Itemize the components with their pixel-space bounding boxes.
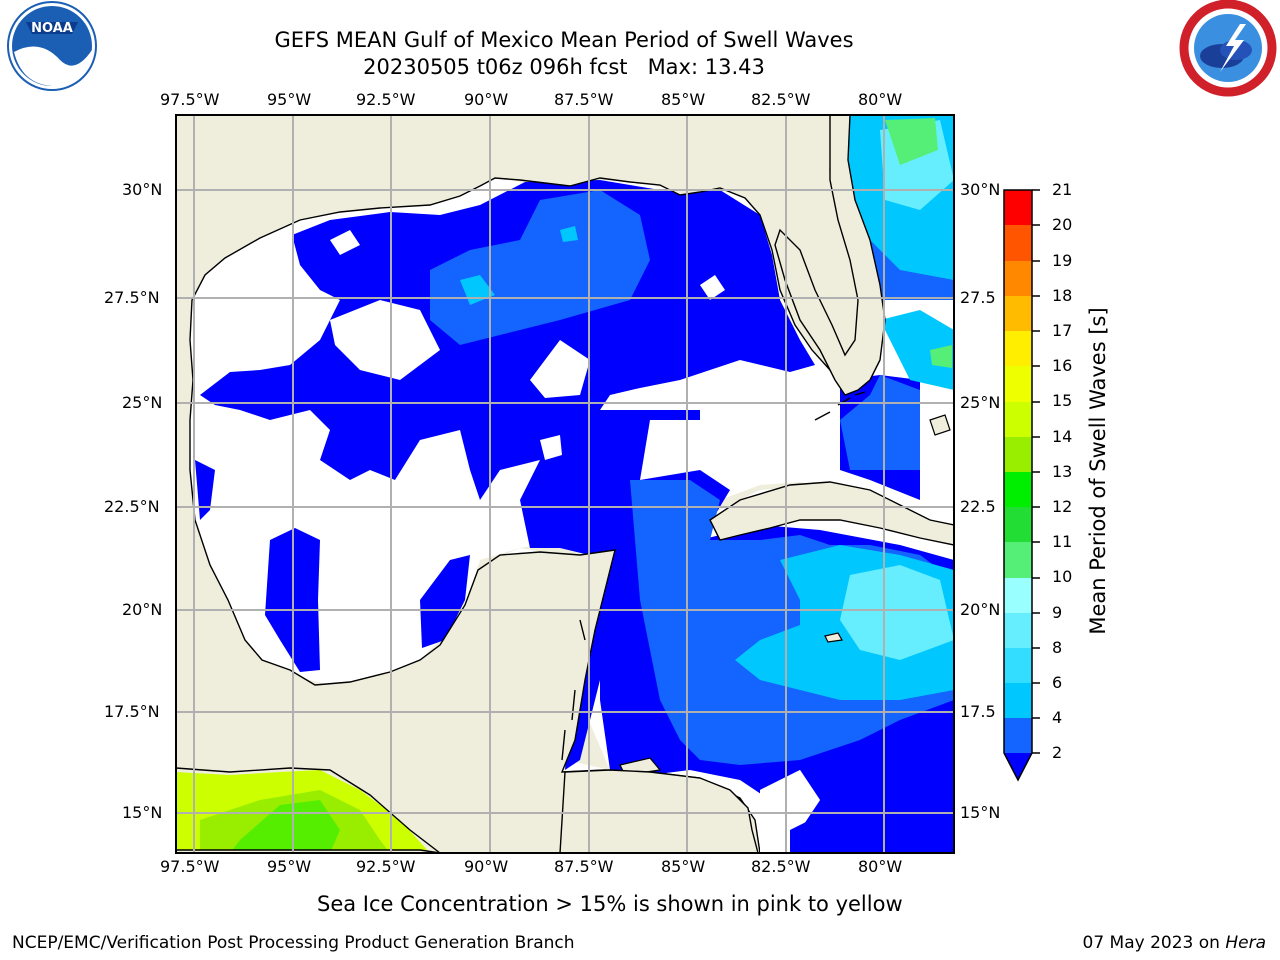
map-frame xyxy=(175,114,955,854)
footer-date: 07 May 2023 on Hera xyxy=(1083,933,1267,953)
swell-medium-blue xyxy=(430,190,650,345)
lon-tick-top: 92.5°W xyxy=(356,90,416,109)
lat-tick-right: 22.5 xyxy=(960,497,996,516)
sea-ice-note: Sea Ice Concentration > 15% is shown in … xyxy=(317,892,903,916)
colorbar-tick: 6 xyxy=(1052,673,1063,692)
colorbar-tick: 15 xyxy=(1052,391,1073,410)
lat-tick-right: 15°N xyxy=(960,803,1001,822)
colorbar-label: Mean Period of Swell Waves [s] xyxy=(1086,307,1110,635)
lon-tick-bottom: 82.5°W xyxy=(751,857,811,876)
lon-tick-bottom: 80°W xyxy=(858,857,903,876)
noaa-logo: NOAA xyxy=(2,0,102,96)
lon-tick-bottom: 95°W xyxy=(267,857,312,876)
chart-subtitle: 20230505 t06z 096h fcst Max: 13.43 xyxy=(363,55,765,79)
footer-machine: Hera xyxy=(1225,933,1266,953)
lat-tick-right: 25°N xyxy=(960,393,1001,412)
chart-title: GEFS MEAN Gulf of Mexico Mean Period of … xyxy=(274,28,854,52)
footer-credit: NCEP/EMC/Verification Post Processing Pr… xyxy=(12,933,575,953)
colorbar-tick: 14 xyxy=(1052,427,1073,446)
colorbar-tick: 12 xyxy=(1052,497,1073,516)
lat-tick-left: 17.5°N xyxy=(104,702,160,721)
colorbar-tick: 13 xyxy=(1052,462,1073,481)
colorbar-tick: 8 xyxy=(1052,638,1063,657)
colorbar-tick: 19 xyxy=(1052,251,1073,270)
lon-tick-top: 90°W xyxy=(464,90,509,109)
lat-tick-left: 30°N xyxy=(122,180,163,199)
colorbar-tick: 2 xyxy=(1052,743,1063,762)
colorbar xyxy=(1003,189,1040,782)
lat-tick-right: 20°N xyxy=(960,600,1001,619)
lat-tick-left: 22.5°N xyxy=(104,497,160,516)
lat-tick-left: 27.5°N xyxy=(104,288,160,307)
colorbar-tick: 18 xyxy=(1052,286,1073,305)
lat-tick-right: 30°N xyxy=(960,180,1001,199)
lat-tick-right: 17.5 xyxy=(960,702,996,721)
svg-text:NOAA: NOAA xyxy=(31,21,73,36)
colorbar-tick: 20 xyxy=(1052,215,1073,234)
colorbar-tick: 4 xyxy=(1052,708,1063,727)
lon-tick-top: 82.5°W xyxy=(751,90,811,109)
lon-tick-bottom: 85°W xyxy=(661,857,706,876)
lon-tick-top: 85°W xyxy=(661,90,706,109)
colorbar-tick: 9 xyxy=(1052,603,1063,622)
lat-tick-left: 20°N xyxy=(122,600,163,619)
lat-tick-right: 27.5 xyxy=(960,288,996,307)
lon-tick-bottom: 97.5°W xyxy=(160,857,220,876)
lon-tick-bottom: 90°W xyxy=(464,857,509,876)
lon-tick-top: 97.5°W xyxy=(160,90,220,109)
colorbar-tick: 21 xyxy=(1052,180,1073,199)
lat-tick-left: 25°N xyxy=(122,393,163,412)
lon-tick-top: 95°W xyxy=(267,90,312,109)
graticule xyxy=(176,115,954,853)
nws-logo xyxy=(1179,0,1277,97)
colorbar-tick: 17 xyxy=(1052,321,1073,340)
lon-tick-top: 87.5°W xyxy=(554,90,614,109)
colorbar-tick: 16 xyxy=(1052,356,1073,375)
footer-date-text: 07 May 2023 on xyxy=(1082,933,1226,953)
lat-tick-left: 15°N xyxy=(122,803,163,822)
lon-tick-bottom: 92.5°W xyxy=(356,857,416,876)
lon-tick-bottom: 87.5°W xyxy=(554,857,614,876)
colorbar-tick: 11 xyxy=(1052,532,1073,551)
lon-tick-top: 80°W xyxy=(858,90,903,109)
colorbar-tick: 10 xyxy=(1052,567,1073,586)
